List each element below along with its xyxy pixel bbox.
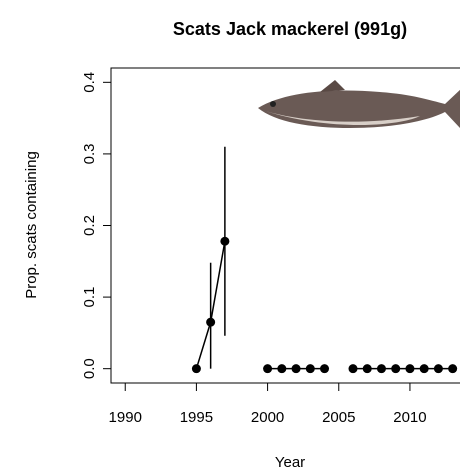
x-tick-label: 2000 (251, 409, 284, 426)
data-point (305, 364, 315, 374)
data-point (191, 364, 201, 374)
data-point (419, 364, 429, 374)
y-tick-label: 0.4 (81, 72, 98, 93)
y-axis-label: Prop. scats containing (23, 151, 40, 299)
fish-image (258, 80, 460, 128)
data-point (291, 364, 301, 374)
x-tick-label: 1995 (180, 409, 213, 426)
x-axis-label: Year (275, 454, 305, 471)
data-point (277, 364, 287, 374)
x-tick-label: 2010 (393, 409, 426, 426)
x-tick-label: 2005 (322, 409, 355, 426)
data-point (206, 317, 216, 327)
data-point (433, 364, 443, 374)
y-tick-label: 0.3 (81, 143, 98, 164)
y-tick-label: 0.1 (81, 287, 98, 308)
data-point (320, 364, 330, 374)
y-tick-label: 0.2 (81, 215, 98, 236)
chart-title: Scats Jack mackerel (991g) (173, 19, 407, 39)
data-line (195, 241, 453, 370)
data-point (348, 364, 358, 374)
data-point (362, 364, 372, 374)
data-point (220, 236, 230, 246)
data-point (376, 364, 386, 374)
data-point (405, 364, 415, 374)
data-point (448, 364, 458, 374)
data-point (263, 364, 273, 374)
y-tick-label: 0.0 (81, 358, 98, 379)
x-tick-label: 1990 (109, 409, 142, 426)
data-point (391, 364, 401, 374)
